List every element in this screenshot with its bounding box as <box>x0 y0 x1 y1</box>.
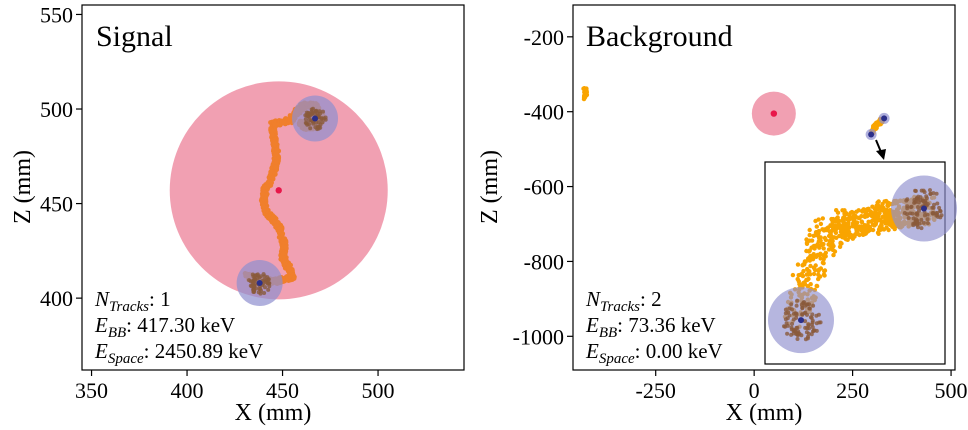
x-tick-label: 500 <box>362 378 395 403</box>
y-tick-label: -400 <box>524 100 564 125</box>
x-tick-label: 0 <box>749 378 760 403</box>
x-tick-label: 500 <box>935 378 968 403</box>
y-tick-label: -600 <box>524 175 564 200</box>
background-inset <box>764 161 957 365</box>
signal-x-axis-label: X (mm) <box>235 400 312 426</box>
blob-1 <box>292 95 339 142</box>
signal-y-axis-label: Z (mm) <box>10 150 36 224</box>
y-tick-label: 500 <box>40 97 73 122</box>
y-tick-label: 450 <box>40 192 73 217</box>
y-tick-label: 550 <box>40 2 73 27</box>
stray-track <box>581 86 590 102</box>
blob-center-point <box>256 280 263 287</box>
stat-line: ESpace: 2450.89 keV <box>94 339 263 367</box>
blob-center-point <box>881 115 888 122</box>
sphere-center-point <box>275 187 282 194</box>
blob-1 <box>878 112 890 124</box>
inset-blob-1 <box>891 175 957 242</box>
blob-center-point <box>312 115 319 122</box>
blob-2 <box>236 260 283 307</box>
background-y-axis-label: Z (mm) <box>477 150 503 224</box>
blob-center-point <box>868 131 875 138</box>
x-tick-label: -250 <box>636 378 676 403</box>
x-tick-label: 250 <box>836 378 869 403</box>
background-title: Background <box>586 20 733 53</box>
stat-line: ESpace: 0.00 keV <box>585 339 723 367</box>
y-tick-label: -1000 <box>513 324 564 349</box>
signal-title: Signal <box>96 20 173 53</box>
x-tick-label: 400 <box>171 378 204 403</box>
x-tick-label: 350 <box>75 378 108 403</box>
inset-arrow <box>875 139 886 160</box>
background-panel: -250 0 250 500 -200 -400 -600 -800 -1000 Backgro… <box>477 4 968 426</box>
inset-blob-center <box>798 317 804 324</box>
y-tick-label: -800 <box>524 249 564 274</box>
y-tick-label: -200 <box>524 25 564 50</box>
x-tick-label: 450 <box>266 378 299 403</box>
signal-panel: 350 400 450 500 400 450 500 550 Signal X (mm) Z… <box>10 2 465 426</box>
sphere-center-point <box>770 110 778 117</box>
stat-line: EBB: 417.30 keV <box>94 313 235 341</box>
inset-blob-center <box>921 205 927 212</box>
y-tick-label: 400 <box>40 286 73 311</box>
stat-line: NTracks: 1 <box>94 287 171 315</box>
blob-2 <box>865 129 877 141</box>
inset-blob-2 <box>768 287 834 354</box>
stat-line: NTracks: 2 <box>585 287 662 315</box>
background-x-axis-label: X (mm) <box>726 400 803 426</box>
stat-line: EBB: 73.36 keV <box>585 313 716 341</box>
